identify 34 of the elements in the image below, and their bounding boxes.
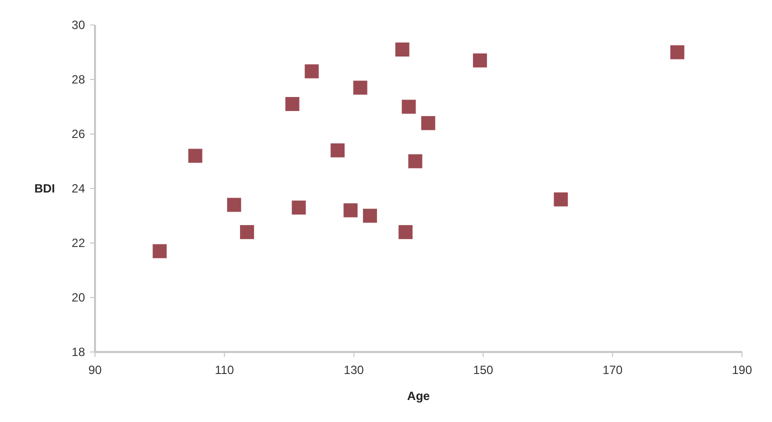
point (330, 143, 345, 158)
point (344, 203, 358, 218)
point (421, 116, 436, 130)
x-tick-label: 190 (732, 363, 752, 377)
point (395, 42, 410, 57)
y-tick-label: 30 (72, 18, 86, 32)
point (554, 192, 568, 206)
point (240, 225, 254, 240)
x-tick-label: 130 (344, 363, 364, 377)
point (398, 225, 413, 240)
y-tick-label: 18 (72, 345, 86, 359)
point (353, 80, 368, 95)
point (402, 100, 416, 114)
point (472, 53, 487, 68)
y-tick-label: 22 (72, 236, 86, 250)
y-tick-label: 28 (72, 72, 86, 86)
point (285, 97, 300, 112)
y-tick-label: 20 (72, 290, 86, 304)
point (670, 45, 684, 60)
x-tick-label: 170 (602, 363, 623, 377)
x-axis-title: Age (407, 389, 430, 403)
y-axis-title: BDI (34, 182, 55, 196)
x-tick-label: 90 (88, 363, 102, 377)
point (304, 64, 319, 78)
y-tick-label: 24 (72, 182, 86, 196)
point (292, 200, 306, 215)
x-tick-label: 110 (214, 363, 234, 377)
x-tick-label: 150 (473, 363, 494, 377)
point (188, 148, 202, 163)
point (408, 154, 422, 168)
point (152, 244, 167, 258)
point (362, 208, 377, 223)
point (227, 198, 242, 212)
y-tick-label: 26 (72, 127, 86, 141)
